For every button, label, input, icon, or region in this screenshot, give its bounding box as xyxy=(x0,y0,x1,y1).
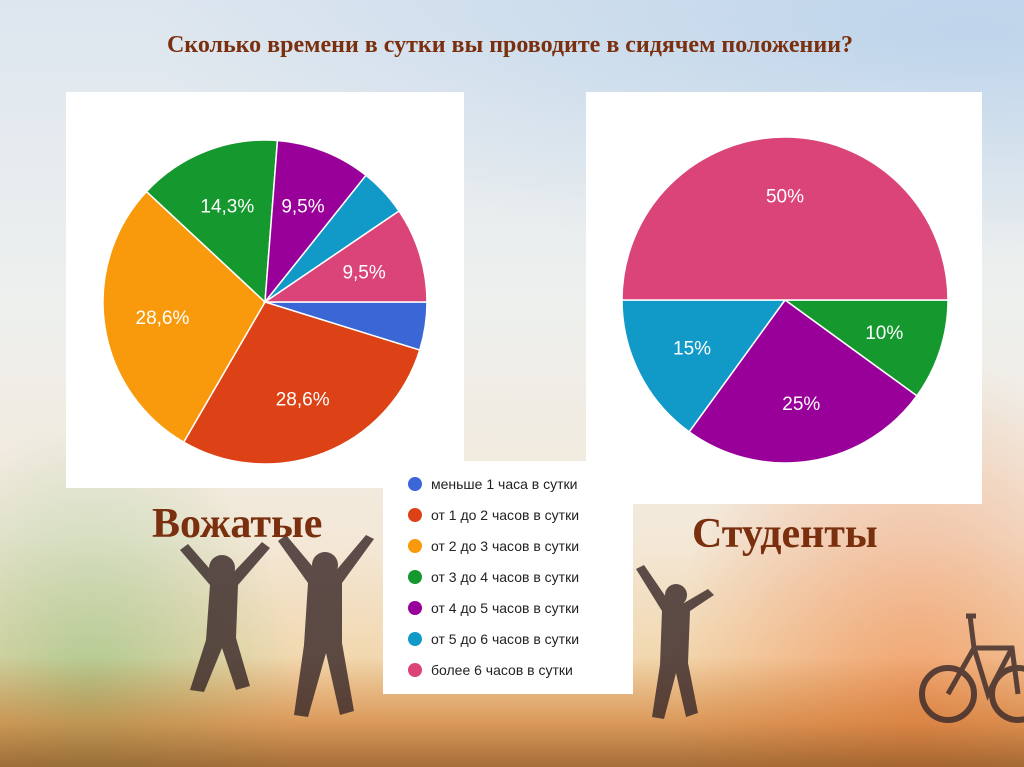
jumping-person-2-icon xyxy=(278,535,374,717)
pie-slice xyxy=(782,299,949,397)
jumping-person-icon xyxy=(180,542,270,692)
pie-slice xyxy=(102,190,266,444)
pie-chart-vozhatye: 28,6% 28,6% 14,3% 9,5% 9,5% xyxy=(102,139,428,465)
legend-label: от 2 до 3 часов в сутки xyxy=(431,537,580,554)
group-label-vozhatye: Вожатые xyxy=(152,501,323,547)
legend-label: от 1 до 2 часов в сутки xyxy=(431,506,580,523)
chart-panel-studenty: 10% 25% 15% 50% xyxy=(586,92,982,504)
pie-slice xyxy=(621,299,787,433)
legend-item: от 3 до 4 часов в сутки xyxy=(383,561,633,592)
legend-label: от 4 до 5 часов в сутки xyxy=(431,599,580,616)
legend-color-dot xyxy=(408,507,422,522)
legend-color-dot xyxy=(408,631,422,646)
pie-slice-label: 10% xyxy=(865,323,903,344)
pie-slice-label: 9,5% xyxy=(342,263,385,284)
legend-label: более 6 часов в сутки xyxy=(431,661,573,678)
legend-item: более 6 часов в сутки xyxy=(383,654,633,685)
pie-slice xyxy=(182,301,421,465)
legend-item: меньше 1 часа в сутки xyxy=(383,468,633,499)
pie-slice xyxy=(688,298,918,464)
legend-label: от 5 до 6 часов в сутки xyxy=(431,630,580,647)
legend-item: от 5 до 6 часов в сутки xyxy=(383,623,633,654)
pie-slice-label: 15% xyxy=(673,338,711,359)
legend-color-dot xyxy=(408,476,422,491)
jumping-person-3-icon xyxy=(636,565,714,719)
slide-title: Сколько времени в сутки вы проводите в с… xyxy=(166,32,854,58)
pie-slice-label: 28,6% xyxy=(276,390,330,411)
legend-color-dot xyxy=(408,538,422,553)
pie-slice xyxy=(145,139,279,304)
pie-slice-label: 50% xyxy=(766,187,804,208)
pie-slice xyxy=(621,136,949,301)
legend-color-dot xyxy=(408,569,422,584)
legend-color-dot xyxy=(408,662,422,677)
group-label-studenty: Студенты xyxy=(692,511,878,557)
pie-slice xyxy=(264,139,368,305)
pie-slice-label: 25% xyxy=(782,394,820,415)
chart-panel-vozhatye: 28,6% 28,6% 14,3% 9,5% 9,5% xyxy=(66,92,464,488)
pie-slice-label: 28,6% xyxy=(136,308,190,329)
legend-item: от 1 до 2 часов в сутки xyxy=(383,499,633,530)
pie-slice xyxy=(262,209,428,303)
legend-item: от 2 до 3 часов в сутки xyxy=(383,530,633,561)
bicycle-icon xyxy=(919,613,1024,723)
pie-slice-label: 9,5% xyxy=(281,197,324,218)
pie-slice-label: 14,3% xyxy=(200,196,254,217)
legend-label: от 3 до 4 часов в сутки xyxy=(431,568,580,585)
legend-color-dot xyxy=(408,600,422,615)
pie-chart-studenty: 10% 25% 15% 50% xyxy=(621,136,949,464)
legend-item: от 4 до 5 часов в сутки xyxy=(383,592,633,623)
legend-label: меньше 1 часа в сутки xyxy=(431,475,578,492)
chart-legend: меньше 1 часа в сутки от 1 до 2 часов в … xyxy=(383,461,633,694)
